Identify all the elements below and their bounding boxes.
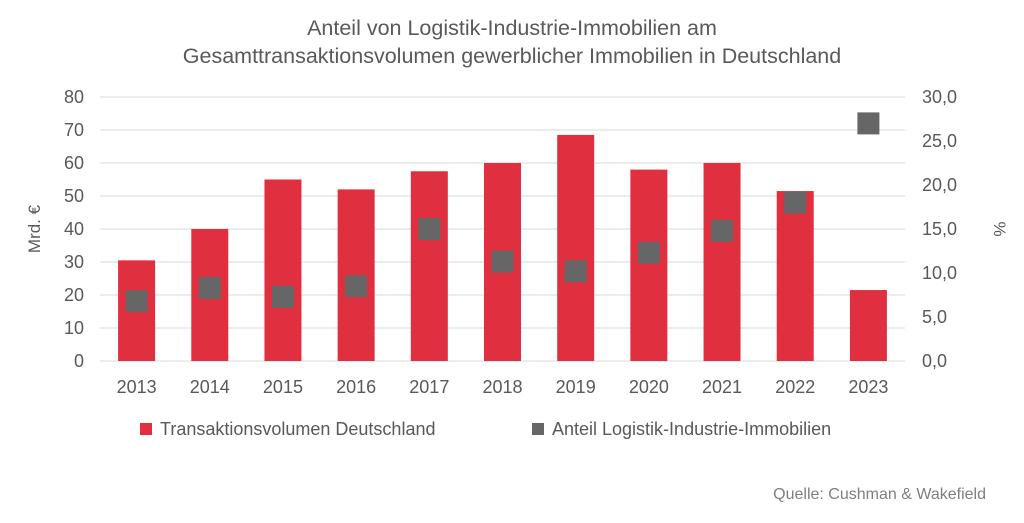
- x-tick: 2020: [629, 377, 669, 397]
- bar: [557, 134, 595, 361]
- y-tick-right: 20,0: [922, 175, 957, 195]
- x-tick: 2017: [409, 377, 449, 397]
- x-tick: 2016: [336, 377, 376, 397]
- bar: [264, 179, 302, 361]
- y-tick-left: 0: [74, 351, 84, 371]
- bar: [849, 290, 887, 361]
- source-note: Quelle: Cushman & Wakefield: [773, 486, 986, 503]
- x-tick: 2014: [190, 377, 230, 397]
- data-point: [271, 285, 294, 308]
- data-point: [345, 275, 368, 298]
- y-tick-left: 30: [64, 252, 84, 272]
- y-tick-left: 60: [64, 153, 84, 173]
- legend-swatch-marker: [532, 423, 544, 435]
- data-point: [125, 290, 148, 313]
- x-tick: 2015: [263, 377, 303, 397]
- y-axis-title-right: %: [990, 221, 1009, 236]
- bar: [630, 169, 668, 361]
- y-tick-left: 20: [64, 285, 84, 305]
- x-tick: 2022: [775, 377, 815, 397]
- y-tick-right: 10,0: [922, 263, 957, 283]
- x-tick: 2019: [556, 377, 596, 397]
- data-point: [491, 250, 514, 273]
- chart-title-line-1: Anteil von Logistik-Industrie-Immobilien…: [307, 16, 717, 40]
- y-tick-left: 80: [64, 87, 84, 107]
- x-tick: 2023: [848, 377, 888, 397]
- chart-title: Anteil von Logistik-Industrie-Immobilien…: [0, 14, 1024, 70]
- y-tick-left: 50: [64, 186, 84, 206]
- bar: [776, 191, 814, 361]
- data-point: [637, 241, 660, 264]
- chart-title-line-2: Gesamttransaktionsvolumen gewerblicher I…: [182, 44, 842, 68]
- legend-swatch-bar: [140, 423, 152, 435]
- y-axis-title-left: Mrd. €: [25, 204, 44, 253]
- y-tick-left: 10: [64, 318, 84, 338]
- y-tick-right: 25,0: [922, 131, 957, 151]
- y-tick-left: 70: [64, 120, 84, 140]
- y-tick-right: 5,0: [922, 307, 947, 327]
- data-point: [564, 260, 587, 283]
- legend-label-marker: Anteil Logistik-Industrie-Immobilien: [552, 419, 831, 439]
- y-tick-left: 40: [64, 219, 84, 239]
- data-point: [418, 218, 441, 240]
- x-tick: 2018: [482, 377, 522, 397]
- x-tick: 2013: [117, 377, 157, 397]
- legend-label-bar: Transaktionsvolumen Deutschland: [160, 419, 435, 439]
- bar: [410, 171, 448, 361]
- y-tick-right: 0,0: [922, 351, 947, 371]
- data-point: [784, 191, 807, 214]
- data-point: [198, 276, 221, 299]
- data-point: [711, 219, 734, 242]
- y-tick-right: 30,0: [922, 87, 957, 107]
- x-tick: 2021: [702, 377, 742, 397]
- data-point: [857, 112, 880, 135]
- y-tick-right: 15,0: [922, 219, 957, 239]
- bar: [703, 163, 741, 361]
